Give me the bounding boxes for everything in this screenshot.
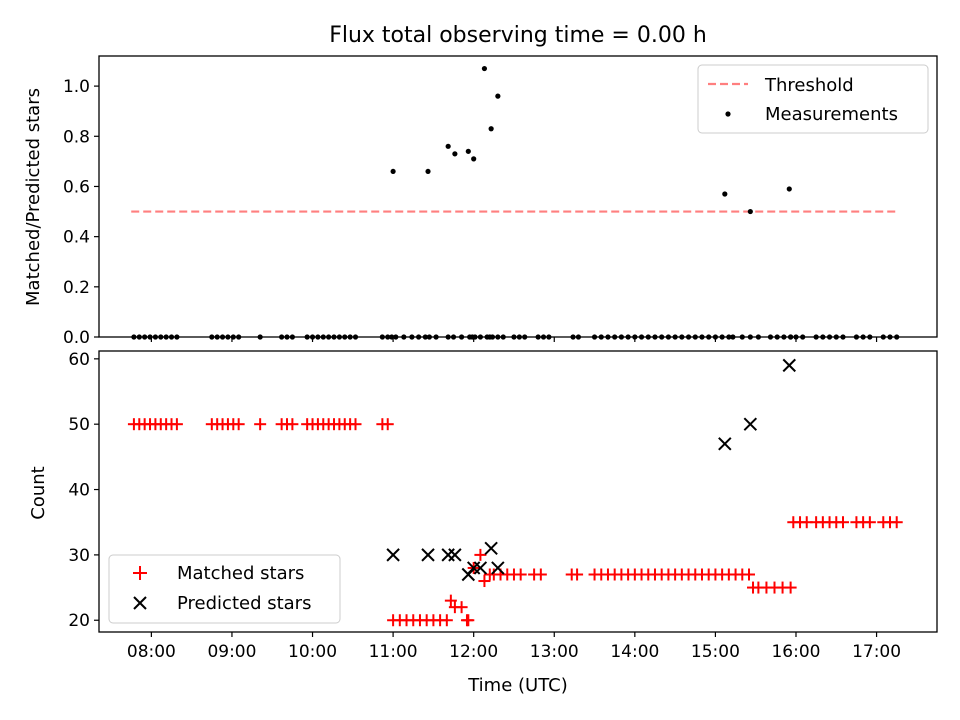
bottom-x-tick-label: 11:00 — [369, 642, 418, 662]
measurement-point — [465, 148, 471, 154]
top-y-tick-label: 0.6 — [63, 177, 90, 197]
matched-star-point — [444, 594, 457, 607]
matched-star-point — [863, 516, 876, 529]
bottom-x-tick-label: 09:00 — [207, 642, 256, 662]
bottom-axes: 20 30 40 50 60 08:00 09:00 10:00 11:00 12:00 13:0… — [28, 350, 938, 696]
matched-stars-legend-marker — [133, 566, 147, 580]
matched-stars-legend-label: Matched stars — [177, 563, 304, 584]
top-y-axis-label: Matched/Predicted stars — [23, 88, 44, 306]
top-x-ticks — [150, 337, 878, 342]
measurement-point — [495, 93, 501, 99]
bottom-legend: Matched stars Predicted stars — [108, 554, 341, 624]
bottom-x-tick-label: 12:00 — [449, 642, 498, 662]
predicted-star-point — [473, 561, 488, 575]
threshold-legend-label: Threshold — [764, 75, 854, 96]
predicted-star-point — [491, 561, 505, 575]
matched-star-point — [534, 568, 547, 581]
matched-star-point — [571, 568, 584, 581]
bottom-x-axis-label: Time (UTC) — [467, 675, 568, 696]
matched-star-point — [474, 548, 487, 561]
top-axes: 0.0 0.2 0.4 0.6 0.8 1.0 Matched/Predicted sta… — [23, 55, 938, 348]
top-y-tick-label: 1.0 — [63, 77, 90, 97]
matched-star-point — [381, 418, 394, 431]
top-legend-box — [697, 64, 929, 134]
matched-star-point — [514, 568, 527, 581]
matched-star-point — [170, 418, 183, 431]
bottom-y-tick-label: 60 — [68, 350, 90, 370]
bottom-x-ticks: 08:00 09:00 10:00 11:00 12:00 13:00 14:00 15:00… — [127, 632, 901, 662]
measurement-point — [786, 186, 792, 192]
bottom-y-tick-label: 20 — [68, 611, 90, 631]
top-plot-content — [131, 65, 900, 340]
measurements-legend-label: Measurements — [765, 104, 898, 125]
bottom-x-tick-label: 15:00 — [691, 642, 740, 662]
matched-star-point — [478, 575, 491, 588]
bottom-y-tick-label: 50 — [68, 415, 90, 435]
predicted-stars-legend-marker — [133, 596, 147, 610]
bottom-plot-content — [127, 358, 903, 627]
bottom-y-ticks: 20 30 40 50 60 — [68, 350, 99, 631]
measurement-point — [445, 143, 451, 149]
predicted-star-point — [484, 541, 498, 556]
bottom-y-axis-label: Count — [28, 466, 49, 519]
predicted-stars-legend-label: Predicted stars — [177, 593, 311, 614]
matched-star-point — [440, 614, 453, 627]
bottom-x-tick-label: 10:00 — [288, 642, 337, 662]
bottom-axes-frame — [98, 350, 938, 633]
top-y-tick-label: 0.8 — [63, 127, 90, 147]
predicted-star-point — [448, 548, 462, 562]
top-y-tick-label: 0.0 — [63, 328, 90, 348]
matched-star-point — [254, 418, 267, 431]
measurement-point — [425, 168, 431, 175]
matched-star-point — [836, 516, 849, 529]
matched-star-point — [286, 418, 299, 431]
matched-star-point — [232, 418, 245, 431]
measurement-point — [722, 191, 728, 197]
matched-star-point — [742, 568, 755, 581]
measurement-point — [481, 65, 488, 72]
predicted-star-point — [782, 358, 796, 373]
predicted-star-point — [386, 548, 400, 562]
measurement-point — [452, 151, 458, 157]
top-y-tick-label: 0.4 — [63, 228, 90, 248]
top-legend: Threshold Measurements — [697, 64, 929, 134]
predicted-star-point — [421, 548, 435, 562]
matched-star-point — [890, 516, 903, 529]
bottom-legend-box — [108, 554, 341, 624]
bottom-y-tick-label: 40 — [68, 481, 90, 501]
bottom-x-tick-label: 14:00 — [610, 642, 659, 662]
top-y-ticks: 0.0 0.2 0.4 0.6 0.8 1.0 — [63, 77, 99, 348]
matched-star-point — [455, 601, 468, 614]
measurements-legend-marker — [725, 111, 731, 117]
measurement-point — [747, 208, 753, 215]
bottom-x-tick-label: 16:00 — [771, 642, 820, 662]
matched-star-point — [349, 418, 362, 431]
measurement-point — [390, 168, 396, 175]
bottom-x-tick-label: 08:00 — [127, 642, 176, 662]
matched-star-point — [784, 581, 797, 594]
matched-star-point — [462, 614, 475, 627]
predicted-star-point — [718, 437, 732, 451]
bottom-y-tick-label: 30 — [68, 546, 90, 566]
measurement-point — [488, 126, 494, 132]
top-axes-frame — [98, 55, 938, 338]
bottom-x-tick-label: 13:00 — [530, 642, 579, 662]
predicted-star-point — [743, 417, 758, 431]
bottom-x-tick-label: 17:00 — [852, 642, 901, 662]
figure-title: Flux total observing time = 0.00 h — [329, 23, 707, 48]
top-y-tick-label: 0.2 — [63, 278, 90, 298]
measurement-point — [471, 156, 477, 162]
